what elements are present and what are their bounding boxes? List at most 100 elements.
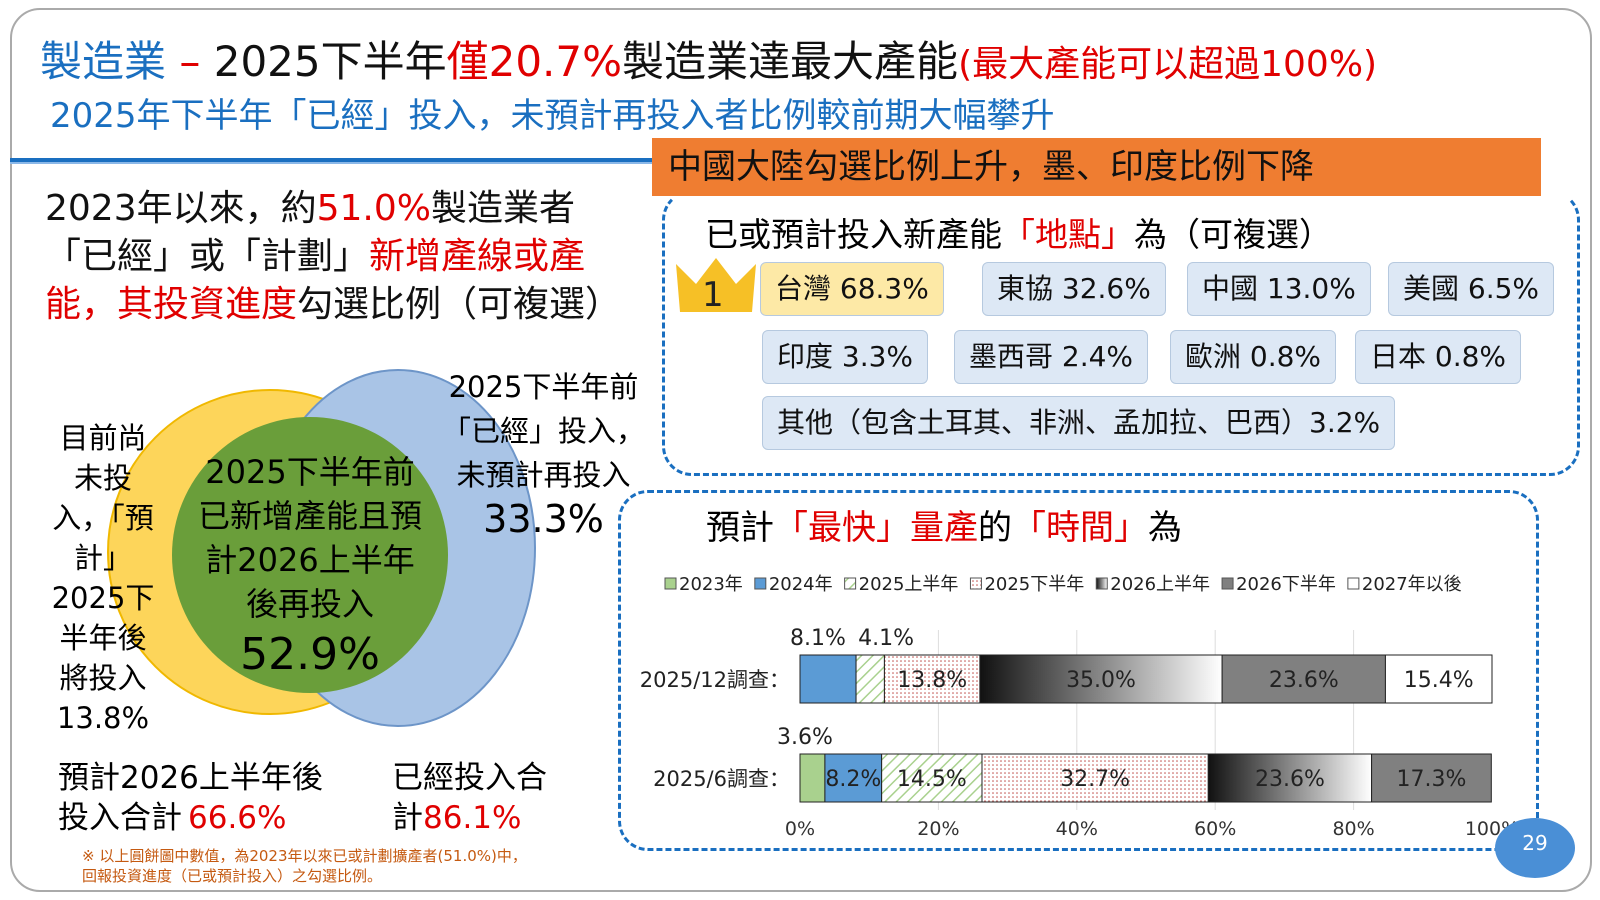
timing-box <box>618 490 1539 851</box>
invested-total: 已經投入合計86.1% <box>392 758 572 838</box>
data-label: 3.6% <box>777 725 833 750</box>
text: 預計 <box>706 508 774 548</box>
locations-box <box>662 190 1580 476</box>
text: 「時間」 <box>1012 508 1148 548</box>
legend-swatch <box>969 577 982 590</box>
divider <box>10 158 655 164</box>
venn-yellow-label: 目前尚未投入，「預計」2025下半年後將投入 13.8% <box>48 418 158 738</box>
footnote-line: 回報投資進度（已或預計投入）之勾選比例。 <box>82 867 383 885</box>
data-label: 13.8% <box>897 668 967 693</box>
venn-green <box>172 417 448 693</box>
text: 「地點」 <box>1002 215 1134 254</box>
text: 2023年以來，約 <box>45 188 317 229</box>
x-tick-label: 80% <box>1332 818 1374 840</box>
location-chip: 歐洲 0.8% <box>1170 330 1337 384</box>
legend-swatch <box>664 577 677 590</box>
location-chip: 印度 3.3% <box>762 330 929 384</box>
page-number: 29 <box>1495 818 1575 878</box>
text: 勾選比例（可複選） <box>297 284 622 325</box>
value: 86.1% <box>423 800 522 836</box>
location-chip: 東協 32.6% <box>982 262 1166 316</box>
location-chip: 其他（包含土耳其、非洲、孟加拉、巴西）3.2% <box>762 396 1396 450</box>
legend-swatch <box>754 577 767 590</box>
location-chip: 日本 0.8% <box>1355 330 1522 384</box>
venn-diagram <box>107 369 536 727</box>
value: 33.3% <box>483 497 604 541</box>
title-part: (最大產能可以超過100%) <box>958 44 1378 85</box>
location-chip: 墨西哥 2.4% <box>954 330 1149 384</box>
crown-icon: 1 <box>672 254 760 315</box>
legend-swatch <box>1347 577 1360 590</box>
category-label: 2025/6調查： <box>653 767 790 791</box>
value: 13.8% <box>56 701 150 735</box>
legend-label: 2027年以後 <box>1362 574 1462 595</box>
footnote-line: ※ 以上圓餅圖中數值，為2023年以來已或計劃擴產者(51.0%)中， <box>82 847 527 865</box>
bar-segment <box>855 654 885 704</box>
text: 製造業者「已經」或「計劃」 <box>45 188 576 277</box>
data-label: 35.0% <box>1066 668 1136 693</box>
title-part: 2025下半年 <box>213 37 447 86</box>
text: 為 <box>1148 508 1182 548</box>
title-part: 僅20.7% <box>446 37 623 86</box>
legend-label: 2023年 <box>679 574 743 595</box>
text: 的 <box>978 508 1012 548</box>
title-part: – <box>166 37 214 86</box>
text: 新增產線或產能，其投資進度 <box>45 236 586 325</box>
legend-swatch <box>1095 577 1108 590</box>
x-tick-label: 60% <box>1194 818 1236 840</box>
bar-segment <box>981 753 1209 803</box>
legend-label: 2025下半年 <box>984 574 1084 595</box>
text: 預計2026上半年後投入合計 <box>58 760 323 836</box>
text: 目前尚未投入，「預計」2025下半年後將投入 <box>51 421 155 695</box>
title-part: 製造業達最大產能 <box>622 37 959 86</box>
text: 「最快」量產 <box>774 508 978 548</box>
slide-title: 製造業 – 2025下半年僅20.7%製造業達最大產能(最大產能可以超過100%… <box>40 28 1377 89</box>
text: 已經投入合計 <box>392 760 547 836</box>
legend-label: 2025上半年 <box>859 574 959 595</box>
legend-label: 2026上半年 <box>1110 574 1210 595</box>
rank-badge: 1 <box>702 275 724 314</box>
data-label: 32.7% <box>1060 767 1130 792</box>
data-label: 17.3% <box>1397 767 1467 792</box>
data-label: 14.5% <box>897 767 967 792</box>
title-part: 製造業 <box>40 37 167 86</box>
bar-segment <box>1371 753 1492 803</box>
text: 為（可複選） <box>1134 215 1332 254</box>
bar-segment <box>1384 654 1493 704</box>
data-label: 8.1% <box>790 626 846 651</box>
text: 2025下半年前已新增產能且預計2026上半年後再投入 <box>197 453 422 623</box>
bar-segment <box>799 654 857 704</box>
x-tick-label: 0% <box>785 818 815 840</box>
locations-heading: 已或預計投入新產能「地點」為（可複選） <box>705 208 1332 256</box>
venn-blue-label: 2025下半年前「已經」投入，未預計再投入 33.3% <box>436 365 651 544</box>
location-chip: 台灣 68.3% <box>760 262 944 316</box>
text: 2025下半年前「已經」投入，未預計再投入 <box>441 370 645 492</box>
bar-segment <box>1221 654 1386 704</box>
data-label: 15.4% <box>1404 668 1474 693</box>
footnote: ※ 以上圓餅圖中數值，為2023年以來已或計劃擴產者(51.0%)中， 回報投資進… <box>82 846 527 886</box>
data-label: 4.1% <box>858 626 914 651</box>
bar-segment <box>824 753 883 803</box>
bar-segment <box>881 753 983 803</box>
legend-label: 2024年 <box>769 574 833 595</box>
text: 已或預計投入新產能 <box>705 215 1002 254</box>
bar-segment <box>883 654 981 704</box>
data-label: 23.6% <box>1269 668 1339 693</box>
venn-green-label: 2025下半年前已新增產能且預計2026上半年後再投入 52.9% <box>190 450 430 684</box>
data-label: 23.6% <box>1255 767 1325 792</box>
location-chip: 中國 13.0% <box>1187 262 1371 316</box>
slide-subtitle: 2025年下半年「已經」投入，未預計再投入者比例較前期大幅攀升 <box>50 96 1055 136</box>
location-chip: 美國 6.5% <box>1388 262 1555 316</box>
x-tick-label: 40% <box>1056 818 1098 840</box>
legend-swatch <box>1221 577 1234 590</box>
planned-total: 預計2026上半年後投入合計 66.6% <box>58 758 323 838</box>
value: 66.6% <box>188 800 287 836</box>
bar-segment <box>979 654 1223 704</box>
timing-heading: 預計「最快」量產的「時間」為 <box>706 500 1182 549</box>
bar-segment <box>799 753 826 803</box>
x-tick-label: 20% <box>917 818 959 840</box>
banner: 中國大陸勾選比例上升，墨、印度比例下降 <box>652 138 1541 196</box>
left-description: 2023年以來，約51.0%製造業者「已經」或「計劃」新增產線或產能，其投資進度… <box>45 185 645 329</box>
text: 51.0% <box>316 188 431 229</box>
